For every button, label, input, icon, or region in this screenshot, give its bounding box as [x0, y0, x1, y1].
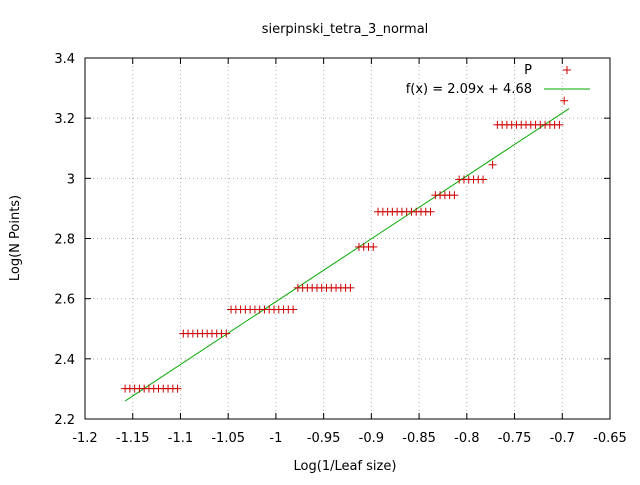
axis-ticks: -1.2 -1.15 -1.1 -1.05 -1 -0.95 -0.9 -0.85 -0.8 -0…: [54, 52, 627, 446]
y-tick-label: 2.4: [54, 353, 75, 368]
x-tick-label: -0.8: [454, 431, 479, 446]
data-point: [222, 329, 231, 338]
data-point: [369, 242, 378, 251]
legend-marker-points: [563, 66, 571, 74]
y-axis-label: Log(N Points): [8, 195, 23, 281]
y-tick-label: 3.4: [54, 52, 75, 67]
data-point: [426, 207, 435, 216]
data-point: [346, 283, 355, 292]
data-point: [289, 305, 298, 314]
data-point: [560, 96, 569, 105]
data-point: [479, 175, 488, 184]
x-tick-label: -1.2: [72, 431, 97, 446]
x-tick-label: -1: [269, 431, 282, 446]
data-point: [555, 120, 564, 129]
legend-label-fit: f(x) = 2.09x + 4.68: [406, 82, 532, 97]
legend-plus-marker: [563, 66, 571, 74]
fit-line-layer: [124, 108, 570, 402]
data-point: [488, 160, 497, 169]
y-tick-label: 2.6: [54, 293, 75, 308]
x-tick-label: -0.95: [307, 431, 341, 446]
x-tick-label: -0.85: [402, 431, 436, 446]
x-tick-label: -0.65: [593, 431, 627, 446]
x-axis-label: Log(1/Leaf size): [294, 459, 397, 474]
data-point: [450, 191, 459, 200]
data-point: [173, 384, 182, 393]
chart-title: sierpinski_tetra_3_normal: [262, 22, 429, 37]
x-tick-label: -0.9: [359, 431, 384, 446]
legend: P f(x) = 2.09x + 4.68: [406, 63, 590, 97]
x-tick-label: -1.1: [168, 431, 193, 446]
y-tick-label: 2.2: [54, 413, 75, 428]
x-tick-label: -1.15: [116, 431, 150, 446]
y-tick-label: 2.8: [54, 233, 75, 248]
y-tick-label: 3: [67, 172, 75, 187]
y-tick-label: 3.2: [54, 112, 75, 127]
x-tick-label: -0.7: [550, 431, 575, 446]
fit-line: [124, 108, 570, 402]
point-layer: [121, 96, 569, 393]
x-tick-label: -0.75: [498, 431, 532, 446]
x-tick-label: -1.05: [211, 431, 245, 446]
legend-label-points: P: [524, 63, 532, 78]
